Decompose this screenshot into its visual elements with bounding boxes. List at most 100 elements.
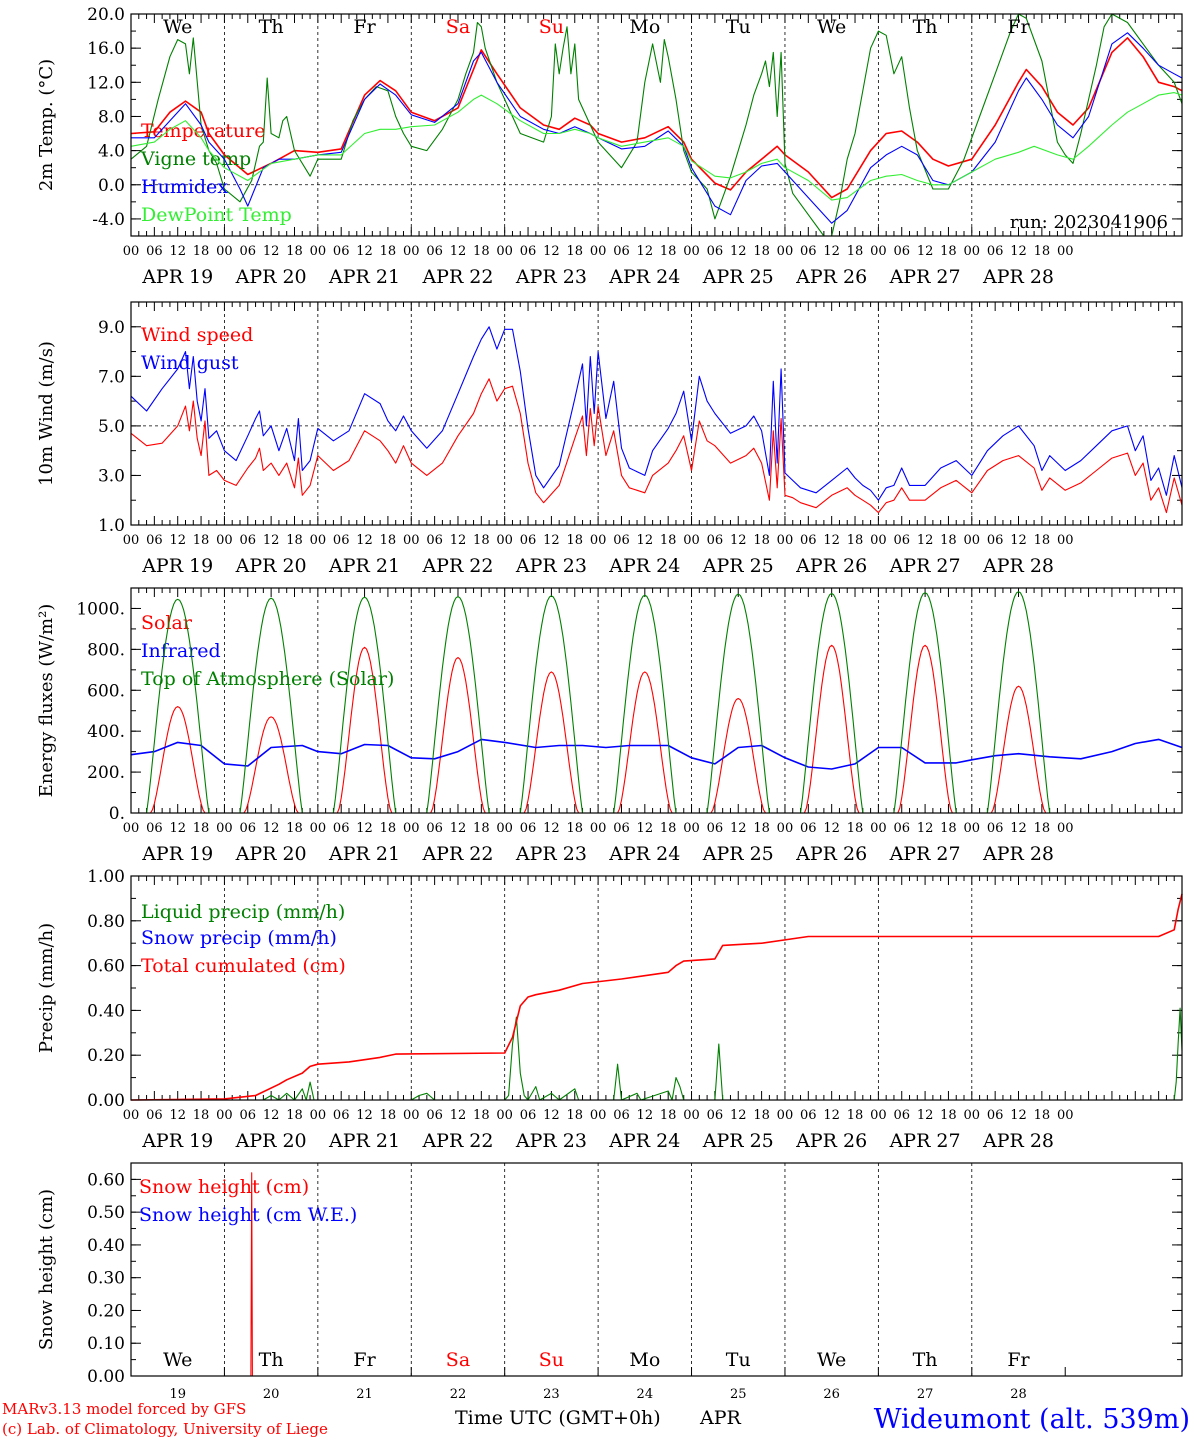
x-hour-label: 18	[660, 244, 677, 259]
y-tick-label: 0.30	[87, 1269, 125, 1289]
y-tick-label: 1.00	[87, 867, 125, 887]
series-wind-gust	[130, 326, 1183, 501]
x-hour-label: 12	[169, 244, 186, 259]
plot-frame	[130, 1162, 1183, 1377]
x-hour-label: 12	[543, 1108, 560, 1123]
x-date-label: APR 19	[141, 1130, 213, 1152]
x-hour-label: 12	[169, 821, 186, 836]
x-hour-label: 00	[683, 244, 700, 259]
x-hour-label: 18	[193, 1108, 210, 1123]
x-hour-label: 12	[823, 821, 840, 836]
x-hour-label: 12	[637, 821, 654, 836]
x-hour-label: 00	[310, 533, 327, 548]
x-hour-label: 06	[426, 533, 443, 548]
x-axis-month: APR	[699, 1407, 742, 1429]
x-hour-label: 12	[263, 821, 280, 836]
x-date-label: APR 24	[608, 1130, 680, 1152]
x-hour-label: 06	[146, 821, 163, 836]
x-hour-label: 18	[660, 1108, 677, 1123]
x-day-number: 19	[169, 1387, 186, 1402]
footer-model: MARv3.13 model forced by GFS	[2, 1400, 246, 1418]
plot-frame	[130, 875, 1183, 1101]
x-hour-label: 12	[450, 244, 467, 259]
x-day-letter: Th	[259, 1349, 284, 1371]
y-axis-label: Energy fluxes (W/m²)	[36, 604, 57, 798]
series-liquid-precip-mm-h	[131, 1007, 1183, 1101]
x-hour-label: 12	[917, 1108, 934, 1123]
y-tick-label: 0.80	[87, 912, 125, 932]
x-hour-label: 06	[707, 1108, 724, 1123]
x-hour-label: 06	[240, 533, 257, 548]
x-hour-label: 12	[1010, 1108, 1027, 1123]
x-day-letter: Mo	[629, 1349, 660, 1371]
y-tick-label: 0.50	[87, 1203, 125, 1223]
x-day-letter: Fr	[353, 1349, 376, 1371]
y-axis-label: 10m Wind (m/s)	[36, 341, 57, 486]
x-date-label: APR 25	[702, 266, 774, 288]
chart-panel: 0.00 0.20 0.40 0.60 0.80 1.00 Liquid precip (m…	[36, 867, 1183, 1152]
y-tick-label: 0.40	[87, 1236, 125, 1256]
x-date-label: APR 26	[795, 555, 867, 577]
legend-entry: Infrared	[141, 640, 221, 662]
y-tick-label: 0.20	[87, 1301, 125, 1321]
x-hour-label: 18	[660, 821, 677, 836]
x-day-letter: Tu	[726, 1349, 751, 1371]
x-hour-label: 18	[1034, 533, 1051, 548]
x-hour-label: 18	[380, 1108, 397, 1123]
x-hour-label: 18	[473, 821, 490, 836]
x-hour-label: 06	[987, 821, 1004, 836]
x-hour-label: 12	[263, 533, 280, 548]
y-tick-label: 200.	[87, 763, 125, 783]
chart-panel: -4.00.04.08.012.016.020.0TemperatureVign…	[36, 5, 1183, 288]
x-hour-label: 00	[496, 1108, 513, 1123]
x-hour-label: 00	[403, 1108, 420, 1123]
y-axis-label: 2m Temp. (°C)	[36, 59, 57, 191]
x-hour-label: 00	[590, 1108, 607, 1123]
x-hour-label: 18	[286, 244, 303, 259]
x-hour-label: 00	[590, 244, 607, 259]
top-day-letter: We	[817, 16, 846, 38]
x-day-letter: Th	[913, 1349, 938, 1371]
x-hour-label: 06	[893, 533, 910, 548]
x-hour-label: 00	[496, 821, 513, 836]
y-tick-label: 1000.	[76, 599, 125, 619]
x-hour-label: 18	[753, 533, 770, 548]
x-hour-label: 06	[707, 244, 724, 259]
x-hour-label: 06	[146, 1108, 163, 1123]
x-hour-label: 18	[193, 533, 210, 548]
x-hour-label: 12	[730, 533, 747, 548]
x-hour-label: 00	[777, 533, 794, 548]
x-hour-label: 12	[450, 821, 467, 836]
series-infrared	[130, 738, 1183, 770]
x-hour-label: 12	[263, 1108, 280, 1123]
x-hour-label: 12	[450, 1108, 467, 1123]
x-date-label: APR 28	[982, 1130, 1054, 1152]
x-hour-label: 18	[1034, 821, 1051, 836]
x-date-label: APR 22	[421, 1130, 493, 1152]
y-tick-label: 7.0	[98, 367, 125, 387]
x-hour-label: 18	[286, 821, 303, 836]
x-hour-label: 00	[777, 1108, 794, 1123]
x-day-number: 28	[1010, 1387, 1027, 1402]
y-tick-label: 16.0	[87, 39, 125, 59]
x-hour-label: 12	[823, 533, 840, 548]
x-hour-label: 00	[216, 821, 233, 836]
x-hour-label: 00	[310, 1108, 327, 1123]
x-date-label: APR 22	[421, 555, 493, 577]
x-hour-label: 06	[240, 1108, 257, 1123]
top-day-letter: Tu	[726, 16, 751, 38]
x-hour-label: 18	[473, 1108, 490, 1123]
x-hour-label: 12	[263, 244, 280, 259]
x-hour-label: 06	[800, 821, 817, 836]
y-tick-label: 9.0	[98, 318, 125, 338]
series-top-of-atmosphere-solar	[146, 591, 1051, 814]
y-axis-label: Snow height (cm)	[36, 1189, 57, 1350]
x-date-label: APR 26	[795, 843, 867, 865]
y-tick-label: 0.	[109, 804, 125, 824]
chart-panel: 1.0 3.0 5.0 7.0 9.0 Wind speed Wind gust 10m Wi…	[36, 301, 1183, 577]
x-hour-label: 18	[753, 821, 770, 836]
y-tick-label: 0.40	[87, 1001, 125, 1021]
x-date-label: APR 21	[328, 555, 400, 577]
x-hour-label: 06	[333, 821, 350, 836]
x-date-label: APR 23	[515, 1130, 587, 1152]
